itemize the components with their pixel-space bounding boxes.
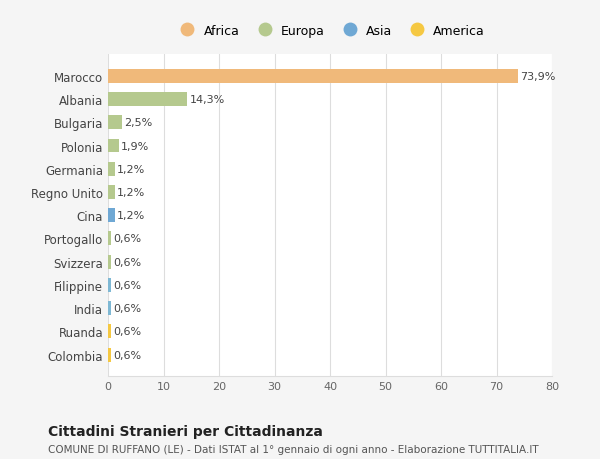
Text: 1,2%: 1,2% xyxy=(117,211,145,221)
Text: 0,6%: 0,6% xyxy=(113,303,142,313)
Bar xyxy=(108,255,112,269)
Text: 0,6%: 0,6% xyxy=(113,350,142,360)
Bar xyxy=(108,325,112,339)
Bar xyxy=(108,278,112,292)
Bar xyxy=(108,185,115,200)
Bar xyxy=(108,302,112,315)
Text: 1,2%: 1,2% xyxy=(117,164,145,174)
Bar xyxy=(108,139,119,153)
Bar xyxy=(108,162,115,176)
Bar xyxy=(108,70,518,84)
Text: 0,6%: 0,6% xyxy=(113,257,142,267)
Text: 14,3%: 14,3% xyxy=(190,95,225,105)
Bar xyxy=(108,209,115,223)
Text: Cittadini Stranieri per Cittadinanza: Cittadini Stranieri per Cittadinanza xyxy=(48,425,323,438)
Text: 0,6%: 0,6% xyxy=(113,280,142,290)
Text: 1,2%: 1,2% xyxy=(117,188,145,197)
Bar xyxy=(108,93,187,107)
Text: 0,6%: 0,6% xyxy=(113,327,142,336)
Text: 73,9%: 73,9% xyxy=(520,72,556,82)
Text: 2,5%: 2,5% xyxy=(124,118,152,128)
Legend: Africa, Europa, Asia, America: Africa, Europa, Asia, America xyxy=(170,20,490,43)
Text: 1,9%: 1,9% xyxy=(121,141,149,151)
Bar xyxy=(108,116,122,130)
Bar xyxy=(108,232,112,246)
Text: 0,6%: 0,6% xyxy=(113,234,142,244)
Text: COMUNE DI RUFFANO (LE) - Dati ISTAT al 1° gennaio di ogni anno - Elaborazione TU: COMUNE DI RUFFANO (LE) - Dati ISTAT al 1… xyxy=(48,444,539,454)
Bar xyxy=(108,348,112,362)
